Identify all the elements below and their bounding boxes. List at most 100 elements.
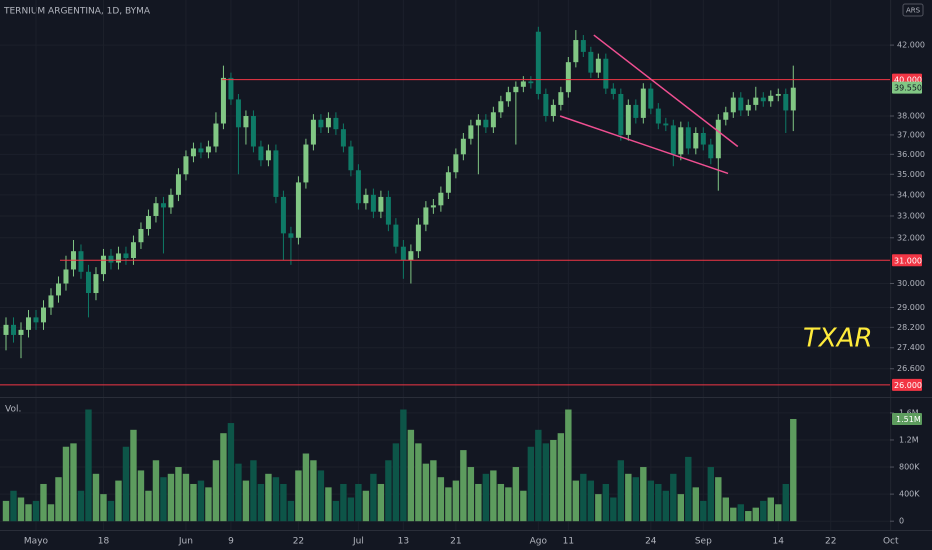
candle-body: [33, 317, 39, 323]
candle-body: [790, 87, 796, 111]
candle-body: [700, 132, 706, 145]
volume-bar: [692, 487, 700, 522]
volume-bar: [775, 504, 782, 522]
volume-bar: [497, 483, 505, 522]
volume-bar: [722, 497, 729, 522]
volume-bar: [505, 487, 512, 522]
candle-body: [558, 92, 564, 105]
volume-bar: [130, 429, 137, 522]
x-tick-label: Mayo: [24, 537, 49, 547]
axis: Mayo 18 Jun 9 22 Jul 13 21 Ago 11 24 Sep 14 22 Oct 42.0…: [24, 41, 925, 547]
candle-body: [183, 156, 189, 175]
volume-bar: [70, 443, 77, 522]
candle-body: [783, 93, 789, 111]
candle-body: [648, 88, 654, 109]
candle-body: [565, 62, 571, 93]
volume-bar: [520, 490, 527, 522]
grid: [0, 0, 891, 530]
volume-bar: [632, 477, 640, 522]
x-tick-label: 9: [228, 537, 234, 547]
candle-body: [498, 101, 504, 113]
candle-body: [108, 255, 114, 263]
volume-bar: [250, 460, 257, 522]
volume-bar: [167, 473, 175, 522]
volume-bar: [340, 483, 347, 522]
volume-bar: [392, 443, 400, 522]
volume-bar: [332, 500, 340, 522]
volume-bar: [115, 480, 122, 522]
volume-bar: [580, 473, 587, 522]
volume-bar: [17, 497, 25, 522]
volume-bar: [160, 477, 167, 522]
candle-body: [130, 242, 136, 258]
candle-body: [618, 93, 624, 135]
volume-bar: [220, 433, 227, 522]
volume-bar: [287, 500, 295, 522]
volume-bar: [2, 500, 10, 522]
candle-body: [333, 117, 339, 130]
candle-body: [468, 125, 474, 139]
candle-body: [693, 132, 699, 149]
last-price-box: [892, 81, 922, 94]
volume-bar: [737, 504, 744, 522]
volume-bar: [490, 470, 497, 522]
candle-body: [408, 251, 414, 261]
volume-bar: [670, 473, 677, 522]
candle-body: [460, 138, 466, 155]
candle-body: [775, 93, 781, 96]
x-tick-label: Ago: [530, 537, 548, 547]
volume-bar: [550, 439, 557, 522]
volume-bar: [437, 477, 445, 522]
x-tick-label: 13: [398, 537, 409, 547]
marks: [0, 26, 890, 522]
volume-bar: [362, 490, 370, 522]
candle-body: [370, 194, 376, 212]
candle-body: [745, 104, 751, 111]
x-tick-label: 18: [98, 537, 110, 547]
last-volume-label: 1.51M: [896, 415, 921, 424]
volume-bar: [542, 443, 550, 522]
y-tick-label: 37.000: [897, 130, 925, 139]
level-label: 31.000: [894, 256, 922, 265]
candle-body: [513, 86, 519, 93]
volume-tick-label: 1.6M: [899, 408, 919, 417]
candle-body: [93, 274, 99, 294]
candle-body: [348, 146, 354, 171]
volume-bar: [242, 480, 250, 522]
volume-bar: [467, 467, 475, 522]
candle-body: [768, 95, 774, 102]
volume-tick-label: 400K: [899, 490, 920, 499]
candle-body: [198, 148, 204, 153]
volume-bar: [715, 477, 722, 522]
y-tick-label: 36.000: [897, 150, 925, 159]
candle-body: [25, 317, 31, 330]
volume-bar: [227, 423, 235, 522]
volume-bar: [535, 429, 542, 522]
candle-body: [543, 93, 549, 117]
candle-body: [250, 116, 256, 147]
candle-body: [78, 251, 84, 272]
candle-body: [310, 119, 316, 145]
volume-bar: [92, 473, 100, 522]
y-tick-label: 33.000: [897, 211, 925, 220]
volume-bar: [377, 483, 385, 522]
volume-bar: [10, 490, 17, 522]
volume-bar: [587, 480, 595, 522]
candle-body: [138, 228, 144, 243]
volume-bar: [347, 497, 355, 522]
x-tick-label: 22: [293, 537, 304, 547]
volume-bar: [760, 500, 767, 522]
candle-body: [640, 88, 646, 118]
candle-body: [393, 224, 399, 247]
candle-body: [355, 170, 361, 204]
candle-body: [55, 283, 61, 296]
volume-bar: [475, 483, 482, 522]
volume-bar: [602, 483, 610, 522]
y-tick-label: 34.000: [897, 190, 925, 199]
candle-body: [445, 172, 451, 193]
volume-bar: [302, 453, 310, 522]
volume-bar: [617, 460, 625, 522]
volume-bar: [512, 467, 520, 522]
volume-bar: [610, 497, 617, 522]
